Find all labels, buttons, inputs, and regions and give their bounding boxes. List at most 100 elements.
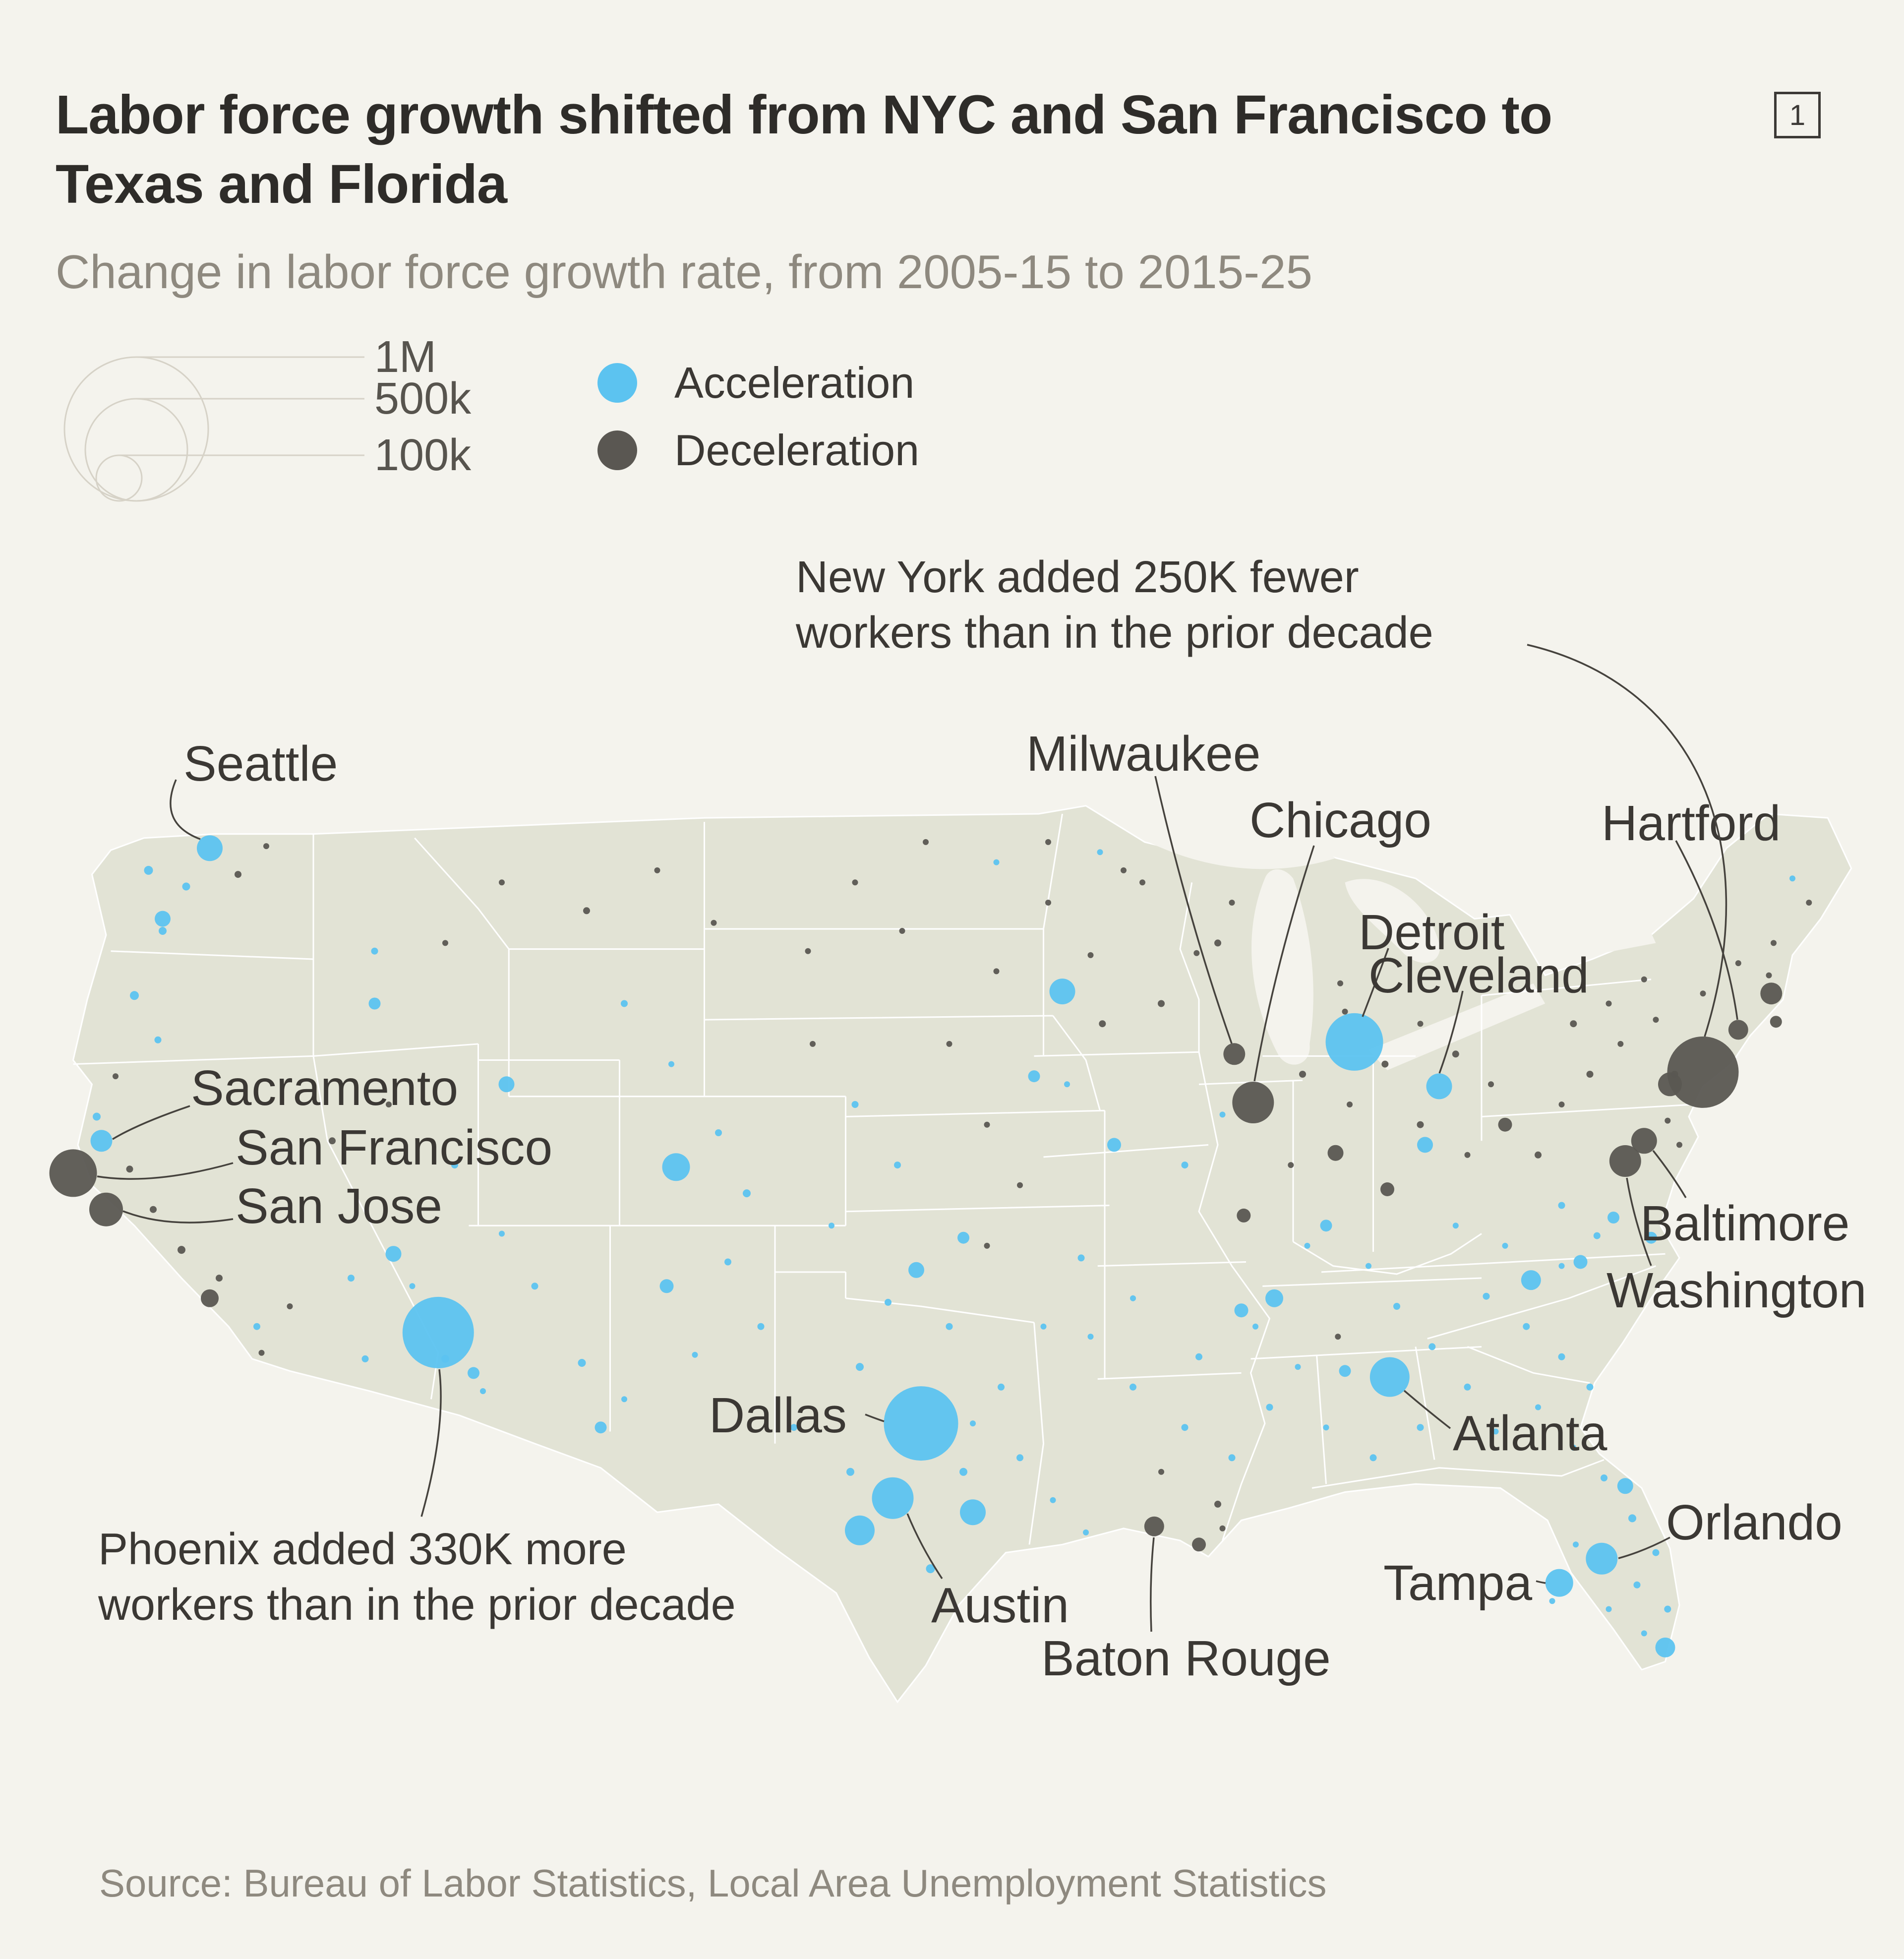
- city-bubble: [1087, 952, 1094, 958]
- leader-line-san-jose: [122, 1210, 234, 1224]
- city-bubble: [1214, 1500, 1221, 1508]
- city-bubble: [1628, 1514, 1636, 1523]
- page-title: Labor force growth shifted from NYC and …: [56, 84, 1552, 215]
- city-bubble: [998, 1383, 1005, 1391]
- city-bubble: [654, 867, 660, 873]
- city-bubble: [1535, 1151, 1542, 1159]
- city-bubble: [1417, 1137, 1433, 1153]
- city-bubble: [1665, 1117, 1671, 1124]
- city-bubble: [1428, 1343, 1436, 1350]
- city-bubble: [451, 1162, 458, 1169]
- city-bubble: [1789, 875, 1795, 882]
- city-bubble: [1045, 900, 1051, 906]
- city-label-washington: Washington: [1606, 1263, 1866, 1318]
- city-bubble: [1658, 1072, 1682, 1097]
- city-label-tampa: Tampa: [1383, 1555, 1533, 1611]
- city-bubble: [253, 1323, 260, 1330]
- city-bubble: [1593, 1232, 1601, 1239]
- city-label-san-jose: San Jose: [236, 1178, 442, 1234]
- city-bubble: [499, 879, 505, 886]
- city-bubble: [1488, 1081, 1494, 1088]
- city-bubble: [1040, 1323, 1047, 1330]
- city-bubble: [894, 1162, 901, 1169]
- city-bubble: [329, 1137, 336, 1145]
- city-bubble: [1558, 1202, 1565, 1209]
- city-bubble: [899, 928, 905, 934]
- city-bubble: [1606, 1000, 1612, 1007]
- city-bubble: [1806, 900, 1812, 906]
- city-bubble: [1558, 1353, 1565, 1360]
- city-bubble: [1452, 1050, 1459, 1058]
- city-bubble: [1607, 1212, 1619, 1224]
- annotation-new-york-line1: New York added 250K fewer: [796, 552, 1359, 602]
- leader-line-cleveland: [1438, 990, 1464, 1074]
- city-bubble: [668, 1061, 674, 1067]
- city-bubble: [1464, 1383, 1471, 1391]
- city-bubble: [984, 1121, 990, 1128]
- city-bubble: [846, 1468, 854, 1476]
- city-bubble: [621, 1396, 627, 1403]
- city-bubble-phoenix: [402, 1296, 474, 1368]
- leader-line-detroit: [1362, 948, 1389, 1017]
- city-bubble: [1045, 839, 1051, 845]
- city-bubble-hartford: [1728, 1020, 1748, 1040]
- city-bubble: [1192, 1537, 1206, 1552]
- city-label-seattle: Seattle: [183, 736, 338, 792]
- city-label-austin: Austin: [931, 1578, 1069, 1633]
- city-bubble: [1645, 1231, 1657, 1244]
- city-bubble: [1771, 940, 1777, 946]
- size-legend-label-500k: 500k: [374, 374, 472, 424]
- city-bubble: [1380, 1182, 1394, 1196]
- city-bubble: [1676, 1142, 1682, 1148]
- great-lake: [1345, 879, 1440, 963]
- city-bubble: [1339, 1365, 1351, 1377]
- city-bubble: [1617, 1041, 1624, 1047]
- leader-line-baltimore: [1652, 1150, 1687, 1198]
- city-label-cleveland: Cleveland: [1368, 948, 1589, 1003]
- city-bubble: [845, 1515, 875, 1545]
- annotation-phoenix-line1: Phoenix added 330K more: [98, 1525, 627, 1574]
- city-bubble: [371, 947, 378, 955]
- city-bubble: [984, 1242, 990, 1249]
- leader-line-austin: [906, 1513, 943, 1579]
- size-legend-label-100k: 100k: [374, 430, 472, 480]
- annotation-leader-new-york: [1527, 644, 1727, 1037]
- city-bubble: [1193, 950, 1200, 956]
- city-label-detroit: Detroit: [1359, 905, 1505, 960]
- city-bubble: [1087, 1334, 1094, 1340]
- city-bubble: [1342, 1008, 1348, 1015]
- city-bubble: [852, 879, 858, 886]
- city-bubble: [155, 911, 171, 927]
- deceleration-label: Deceleration: [674, 426, 920, 475]
- city-label-dallas: Dallas: [709, 1388, 847, 1443]
- city-bubble: [1219, 1525, 1226, 1531]
- city-bubble: [130, 991, 139, 1000]
- city-bubble-seattle: [197, 835, 223, 861]
- deceleration-dot-icon: [597, 430, 637, 470]
- city-bubble: [1664, 1605, 1671, 1613]
- city-bubble: [583, 907, 590, 915]
- city-bubble: [692, 1351, 698, 1358]
- city-bubble: [810, 1041, 816, 1047]
- city-bubble: [201, 1289, 219, 1307]
- city-bubble: [468, 1367, 479, 1379]
- leader-line-washington: [1626, 1177, 1652, 1266]
- city-bubble: [1335, 1334, 1341, 1340]
- city-label-atlanta: Atlanta: [1453, 1406, 1607, 1461]
- city-label-sacramento: Sacramento: [191, 1060, 458, 1116]
- city-bubble: [1337, 980, 1343, 986]
- city-bubble: [531, 1283, 538, 1290]
- city-bubble: [1181, 1162, 1189, 1169]
- city-bubble-austin: [872, 1477, 914, 1519]
- city-bubble: [216, 1275, 223, 1282]
- city-bubble-detroit: [1325, 1013, 1383, 1071]
- city-bubble: [1299, 1071, 1306, 1078]
- city-bubble: [757, 1323, 765, 1330]
- city-bubble: [361, 1355, 369, 1362]
- city-bubble: [970, 1420, 976, 1427]
- city-bubble: [1234, 1303, 1249, 1318]
- city-bubble: [1653, 1017, 1659, 1023]
- city-bubble: [1252, 1323, 1258, 1330]
- city-bubble: [1417, 1424, 1424, 1431]
